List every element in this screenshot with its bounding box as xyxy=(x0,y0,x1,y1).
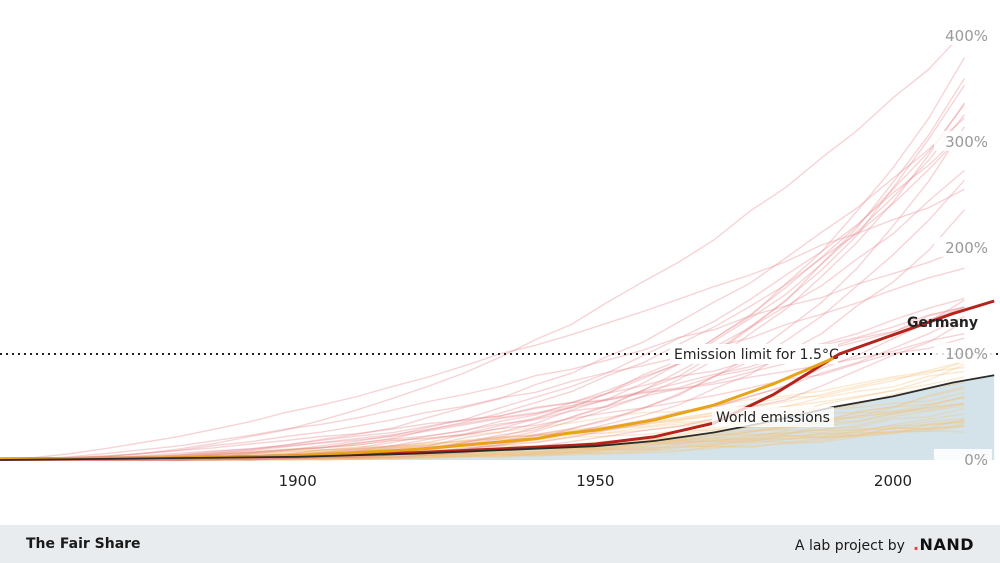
y-tick-label-bg xyxy=(934,237,992,257)
y-tick-label-bg xyxy=(934,449,992,469)
cumulative-emissions-chart: Emission limit for 1.5°C 1900 1950 20000%1… xyxy=(0,25,1000,490)
background-line-above-limit xyxy=(0,78,965,461)
footer-bar: The Fair Share A lab project by .NAND xyxy=(0,525,1000,563)
background-line-above-limit xyxy=(0,104,965,461)
background-line-above-limit xyxy=(0,247,965,461)
x-tick-label: 1950 xyxy=(576,472,614,490)
background-line-below-limit xyxy=(0,425,965,461)
background-line-above-limit xyxy=(0,57,966,461)
background-line-below-limit xyxy=(0,426,965,461)
y-tick-label-bg xyxy=(934,25,992,45)
y-tick-label: 300% xyxy=(945,133,988,151)
y-tick-label: 200% xyxy=(945,239,988,257)
axes-layer: 1900 1950 2000 0% 100% 200% 300% 400% xyxy=(279,25,992,490)
background-line-above-limit xyxy=(0,267,965,461)
y-tick-label: 100% xyxy=(945,345,988,363)
logo-dot: . xyxy=(912,535,920,554)
background-line-below-limit xyxy=(0,417,965,461)
background-line-above-limit xyxy=(0,333,965,461)
credit-text: A lab project by xyxy=(794,538,905,554)
background-line-below-limit xyxy=(0,424,965,461)
annotations-layer: Germany World emissions xyxy=(712,315,978,427)
y-tick-label: 400% xyxy=(945,27,988,45)
series-line-world-emissions xyxy=(0,374,995,461)
background-line-below-limit xyxy=(0,413,965,462)
background-line-above-limit xyxy=(0,209,965,462)
logo-text: NAND xyxy=(919,535,974,554)
y-tick-label-bg xyxy=(934,131,992,151)
x-tick-label: 1900 xyxy=(279,472,317,490)
chart-area: Emission limit for 1.5°C 1900 1950 2000 0% 1… xyxy=(0,25,1000,490)
x-tick-label: 2000 xyxy=(874,472,912,490)
credit: A lab project by .NAND xyxy=(795,535,974,554)
y-tick-label-bg xyxy=(934,343,992,363)
background-line-below-limit xyxy=(0,366,965,461)
emission-limit-label: Emission limit for 1.5°C xyxy=(674,347,839,363)
y-tick-label: 0% xyxy=(964,451,988,469)
background-line-above-limit xyxy=(0,102,965,461)
world-emissions-area-layer xyxy=(0,375,995,460)
background-line-below-limit xyxy=(0,418,965,461)
background-line-below-limit xyxy=(0,407,965,462)
background-line-above-limit xyxy=(0,30,965,461)
nand-logo[interactable]: .NAND xyxy=(913,535,974,554)
reference-line-layer: Emission limit for 1.5°C xyxy=(0,344,1000,364)
background-line-above-limit xyxy=(0,126,965,461)
background-line-below-limit xyxy=(0,421,965,461)
background-line-below-limit xyxy=(0,402,965,461)
brand-title[interactable]: The Fair Share xyxy=(26,536,141,552)
highlighted-lines-layer xyxy=(0,299,995,461)
background-line-above-limit xyxy=(0,188,965,461)
world-emissions-label: World emissions xyxy=(716,410,830,426)
emission-limit-label-bg xyxy=(670,344,838,364)
background-line-below-limit xyxy=(0,404,965,461)
background-line-above-limit xyxy=(0,114,965,461)
world-label-bg xyxy=(712,407,834,427)
background-lines-layer xyxy=(0,30,966,462)
background-line-above-limit xyxy=(0,84,965,461)
world-emissions-area xyxy=(0,375,995,460)
germany-label: Germany xyxy=(907,315,978,331)
